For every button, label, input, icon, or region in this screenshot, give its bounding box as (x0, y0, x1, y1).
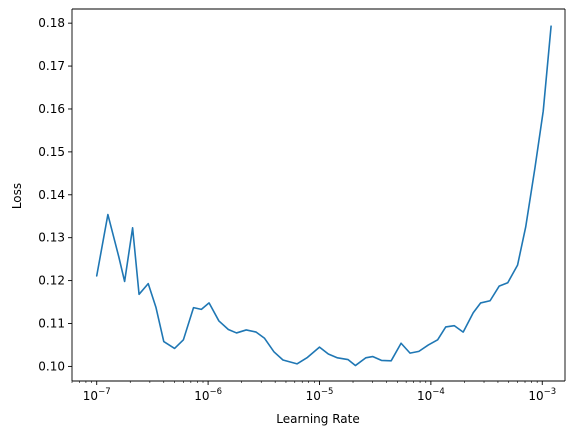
series-line-0 (95, 25, 552, 367)
y-tick-label: 0.10 (38, 359, 65, 373)
x-tick-label: 10−3 (528, 387, 556, 403)
x-tick-exponent: −7 (98, 387, 111, 397)
x-tick-base: 10 (194, 389, 209, 403)
x-axis-label: Learning Rate (276, 412, 359, 426)
y-tick-label: 0.13 (38, 231, 65, 245)
x-tick-label: 10−4 (417, 387, 445, 403)
y-tick-label: 0.14 (38, 188, 65, 202)
y-tick-label: 0.11 (38, 317, 65, 331)
plot-area (72, 9, 565, 381)
x-tick-label: 10−7 (83, 387, 111, 403)
y-tick-label: 0.18 (38, 16, 65, 30)
x-tick-exponent: −4 (432, 387, 445, 397)
plot-background (72, 9, 565, 381)
y-tick-label: 0.12 (38, 274, 65, 288)
x-axis-ticks: 10−7 10−6 10−5 10−4 10−3 (71, 381, 556, 403)
y-tick-label: 0.15 (38, 145, 65, 159)
x-tick-exponent: −6 (209, 387, 222, 397)
x-tick-base: 10 (528, 389, 543, 403)
series-layer (95, 25, 552, 367)
y-axis-ticks: 0.10 0.11 0.12 0.13 0.14 0.15 0.16 0.17 0.18 (38, 16, 72, 373)
x-tick-base: 10 (417, 389, 432, 403)
x-tick-base: 10 (306, 389, 321, 403)
x-tick-exponent: −5 (321, 387, 334, 397)
x-tick-label: 10−5 (306, 387, 334, 403)
x-tick-exponent: −3 (544, 387, 557, 397)
x-tick-base: 10 (83, 389, 98, 403)
y-tick-label: 0.17 (38, 59, 65, 73)
y-axis-label: Loss (10, 183, 24, 209)
y-tick-label: 0.16 (38, 102, 65, 116)
x-tick-label: 10−6 (194, 387, 222, 403)
